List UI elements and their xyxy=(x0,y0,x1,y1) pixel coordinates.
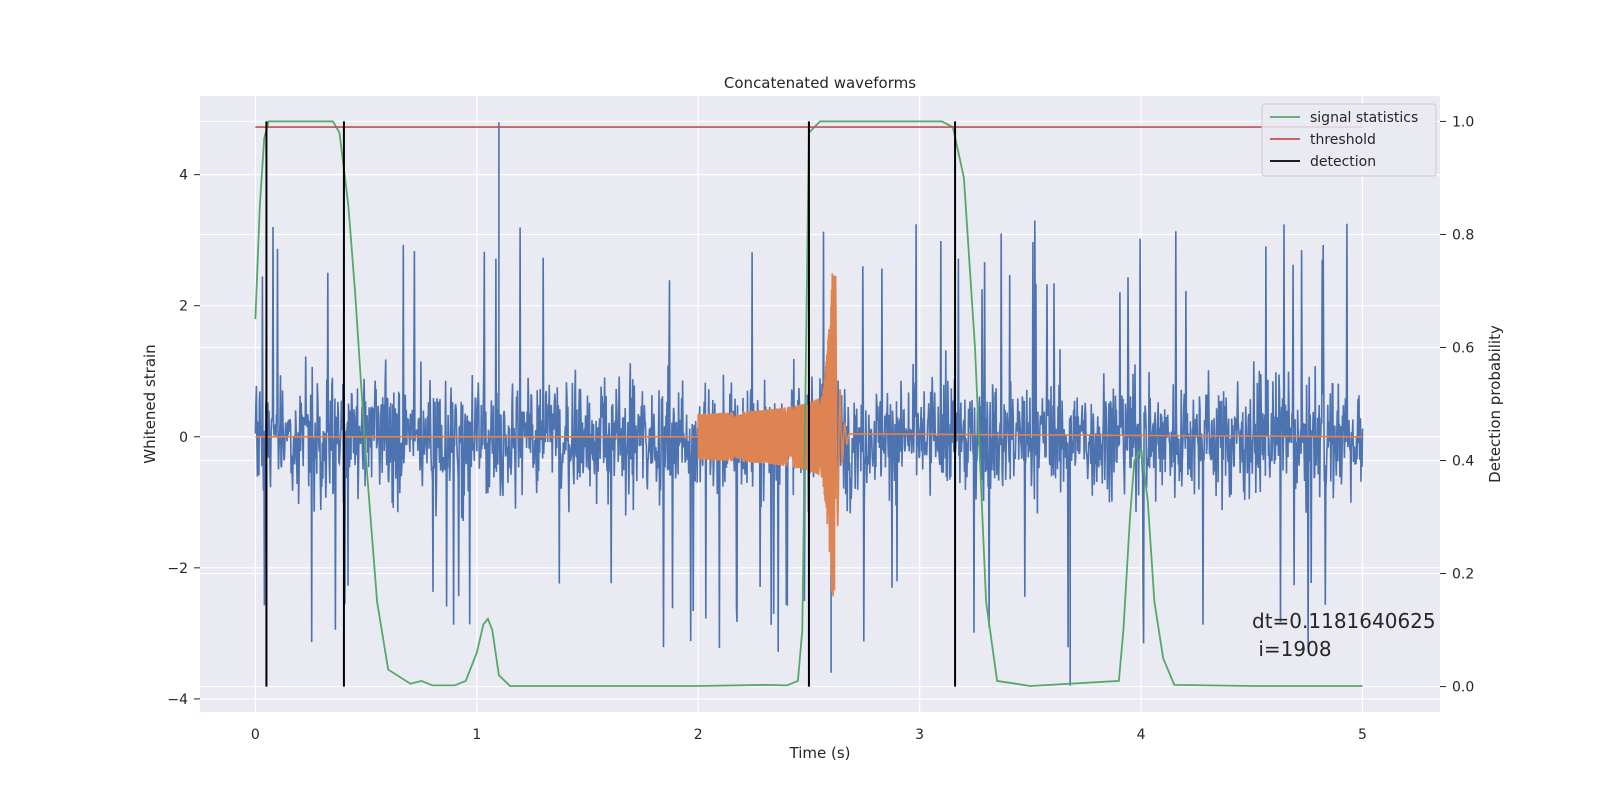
y-tick-label: 0 xyxy=(179,430,188,446)
legend-label-signal-statistics: signal statistics xyxy=(1310,110,1418,126)
x-axis-label: Time (s) xyxy=(789,744,851,762)
x-tick-label: 0 xyxy=(251,727,260,743)
y-axis-right-label: Detection probability xyxy=(1486,325,1504,483)
grid-lines xyxy=(200,96,1440,712)
y-tick-label: 2 xyxy=(179,299,188,315)
annotation-index: i=1908 xyxy=(1252,637,1332,661)
legend-label-threshold: threshold xyxy=(1310,132,1376,148)
x-tick-label: 1 xyxy=(472,727,481,743)
legend-box xyxy=(1261,103,1437,177)
x-tick-label: 4 xyxy=(1137,727,1146,743)
x-tick-label: 3 xyxy=(915,727,924,743)
x-tick-label: 5 xyxy=(1358,727,1367,743)
series-chirp-line xyxy=(255,273,1363,597)
y-axis-label: Whitened strain xyxy=(141,344,159,463)
series-layer xyxy=(254,120,1364,687)
y-tick-label: 4 xyxy=(179,168,188,184)
tick-labels: 0 1 2 3 4 5 −4 −2 0 2 4 0.0 0.2 0.4 0.6 0.8 1.0 xyxy=(167,114,1474,743)
legend: signal statistics threshold detection xyxy=(1261,103,1437,177)
legend-label-detection: detection xyxy=(1310,154,1376,170)
y-right-tick-label: 1.0 xyxy=(1452,114,1474,130)
y-tick-label: −2 xyxy=(167,561,188,577)
y-right-tick-label: 0.8 xyxy=(1452,227,1474,243)
y-right-tick-label: 0.0 xyxy=(1452,680,1474,696)
chart-title: Concatenated waveforms xyxy=(724,74,916,92)
series-signal-statistics-line xyxy=(254,120,1363,687)
y-right-tick-label: 0.6 xyxy=(1452,340,1474,356)
x-tick-label: 2 xyxy=(694,727,703,743)
y-tick-label: −4 xyxy=(167,692,188,708)
y-right-tick-label: 0.2 xyxy=(1452,567,1474,583)
y-right-tick-label: 0.4 xyxy=(1452,454,1474,470)
annotation-dt: dt=0.1181640625 xyxy=(1252,609,1436,633)
